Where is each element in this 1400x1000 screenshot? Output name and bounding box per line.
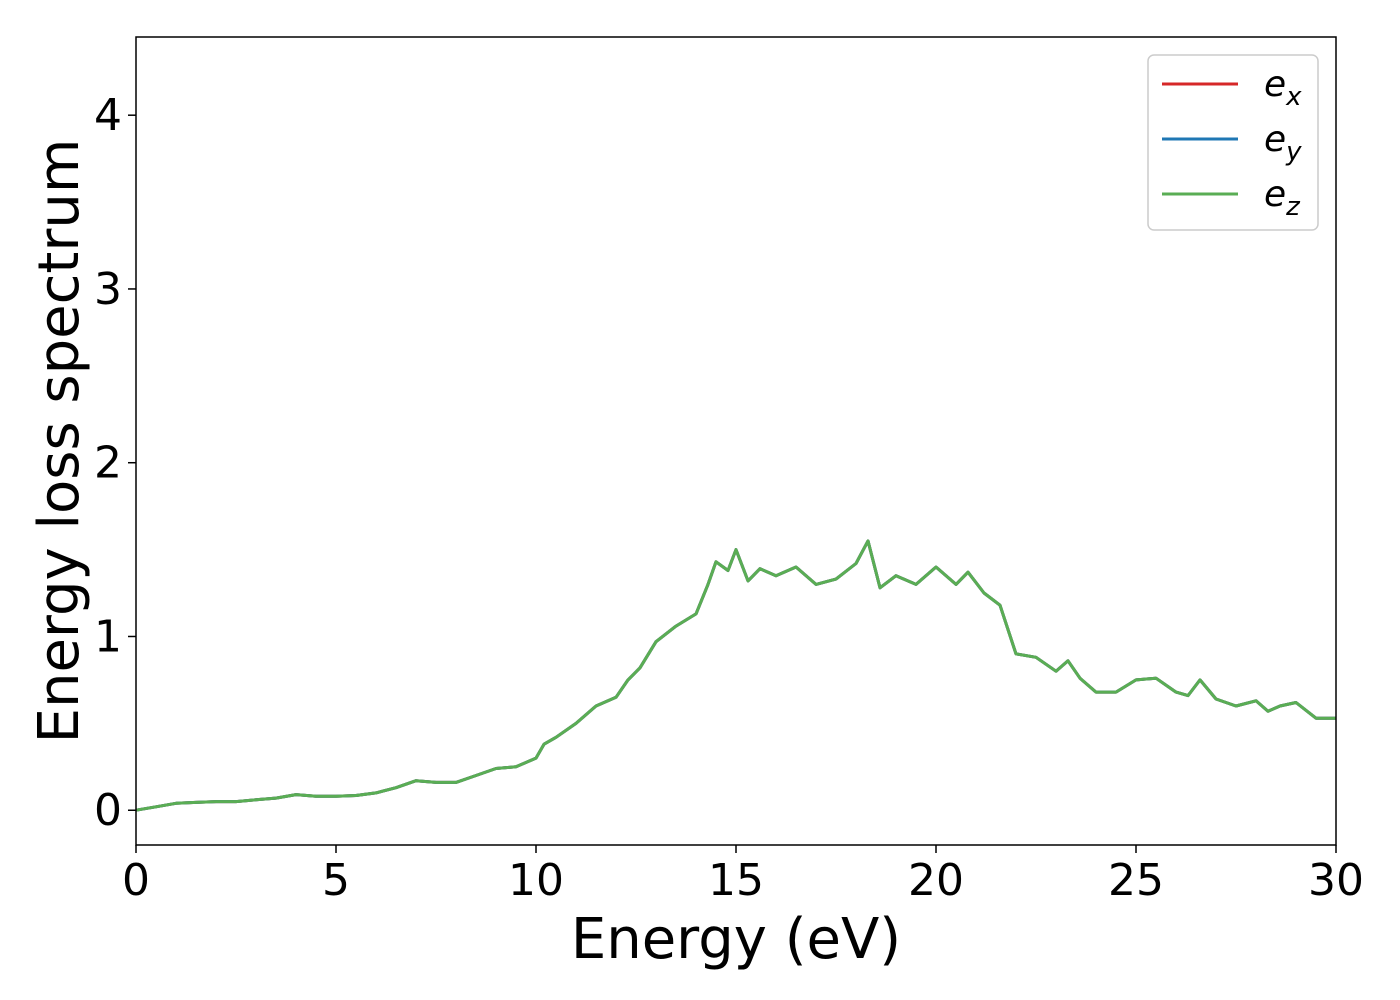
series-layer (135, 539, 1336, 812)
legend-label-y: ey (1264, 119, 1302, 167)
y-tick-label: 3 (94, 264, 122, 315)
y-tick-label: 2 (94, 438, 122, 489)
x-tick-label: 20 (908, 855, 964, 906)
y-axis-ticks: 0 1 2 3 4 (94, 90, 136, 836)
x-axis-ticks: 0 5 10 15 20 25 30 (122, 845, 1364, 906)
x-axis-label: Energy (eV) (571, 907, 901, 972)
legend-label-x: ex (1264, 64, 1302, 112)
x-tick-label: 30 (1308, 855, 1364, 906)
y-axis-label: Energy loss spectrum (27, 139, 92, 744)
y-tick-label: 1 (94, 611, 122, 662)
legend-box (1147, 54, 1319, 231)
x-tick-label: 0 (122, 855, 150, 906)
x-tick-label: 15 (708, 855, 764, 906)
series-line-z (135, 539, 1336, 812)
y-tick-label: 4 (94, 90, 122, 141)
x-tick-label: 10 (508, 855, 564, 906)
x-tick-label: 5 (322, 855, 350, 906)
y-tick-label: 0 (94, 785, 122, 836)
x-tick-label: 25 (1108, 855, 1164, 906)
